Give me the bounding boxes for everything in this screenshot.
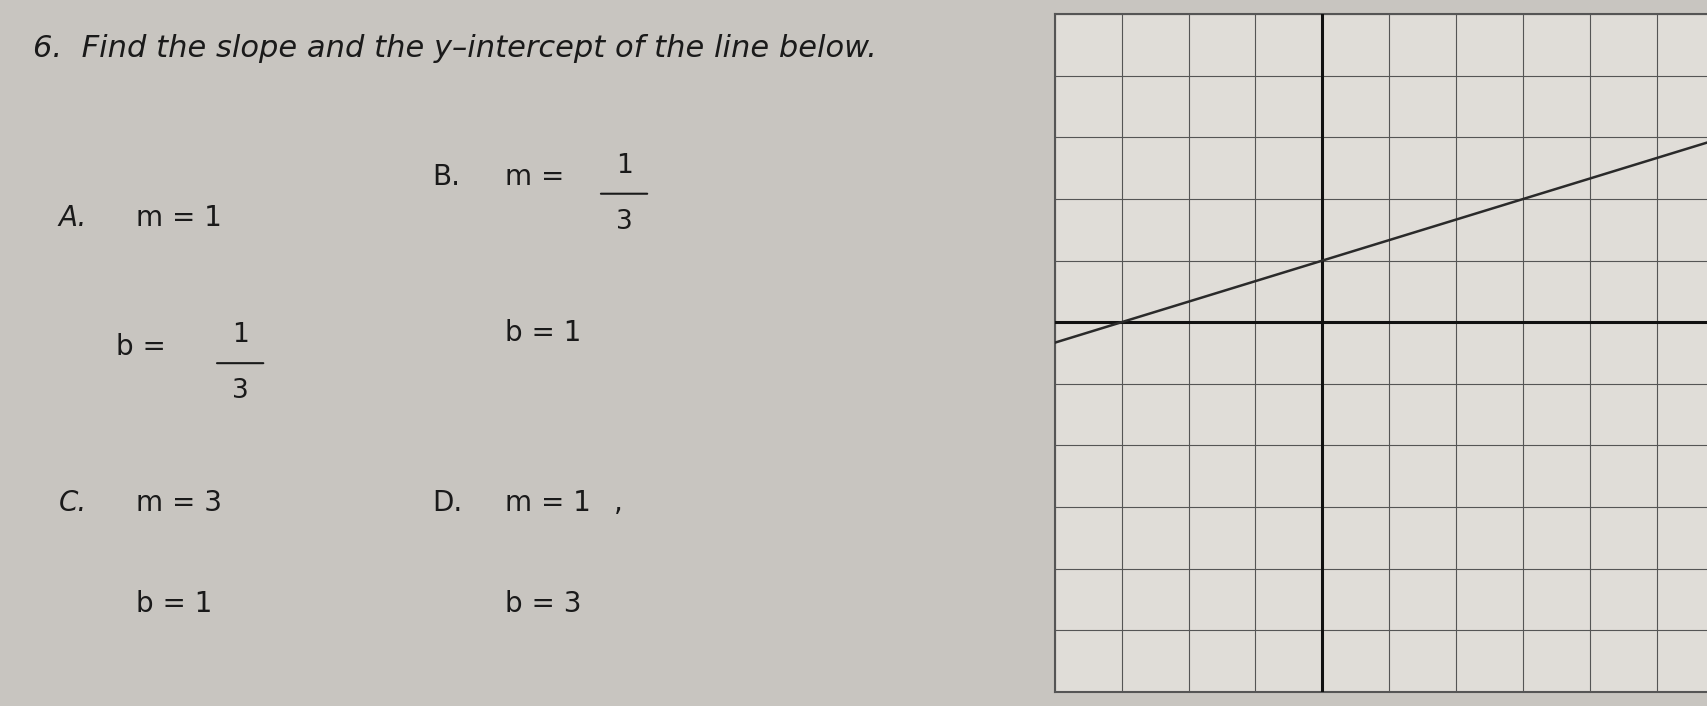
Text: 1: 1 bbox=[232, 322, 249, 348]
Text: A.: A. bbox=[58, 204, 87, 232]
Text: m = 1: m = 1 bbox=[505, 489, 591, 517]
Text: b = 1: b = 1 bbox=[137, 590, 213, 618]
Text: 3: 3 bbox=[616, 209, 632, 234]
Text: b = 3: b = 3 bbox=[505, 590, 582, 618]
Text: D.: D. bbox=[432, 489, 463, 517]
Text: m = 1: m = 1 bbox=[137, 204, 222, 232]
Text: ,: , bbox=[615, 489, 623, 517]
Text: 3: 3 bbox=[232, 378, 249, 404]
Text: C.: C. bbox=[58, 489, 87, 517]
Text: m = 3: m = 3 bbox=[137, 489, 222, 517]
Text: m =: m = bbox=[505, 163, 563, 191]
Text: b =: b = bbox=[116, 333, 166, 361]
Text: b = 1: b = 1 bbox=[505, 319, 580, 347]
Text: B.: B. bbox=[432, 163, 461, 191]
Text: 6.  Find the slope and the y–intercept of the line below.: 6. Find the slope and the y–intercept of… bbox=[32, 35, 876, 64]
Text: 1: 1 bbox=[616, 152, 632, 179]
